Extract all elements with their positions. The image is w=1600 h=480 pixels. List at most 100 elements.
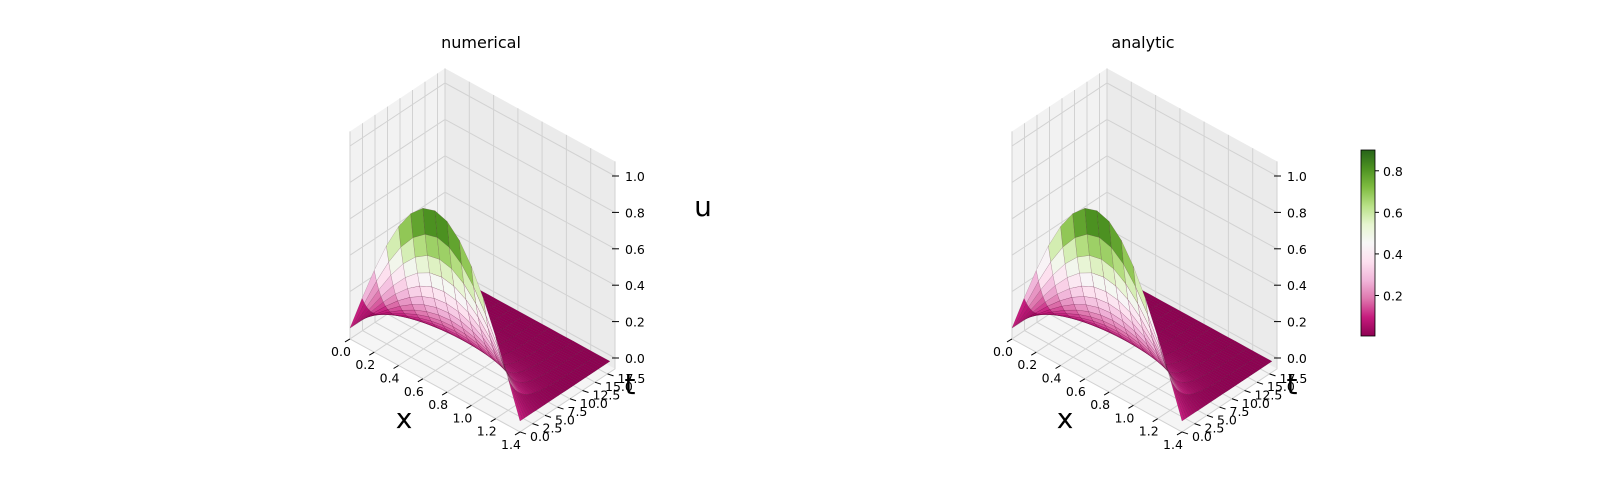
z-tick-label: 0.0 <box>1287 351 1307 366</box>
surface-patch <box>1230 372 1246 381</box>
t-tick-label: 7.5 <box>1230 404 1250 419</box>
surface-patch <box>588 358 604 368</box>
t-tick-label: 10.0 <box>580 396 608 411</box>
surface-patch <box>541 388 557 399</box>
surface-patch <box>590 357 606 367</box>
surface-patch <box>409 296 425 306</box>
gridline <box>349 131 521 433</box>
surface-patch <box>586 360 602 370</box>
pane-back <box>1107 68 1277 369</box>
surface-patch <box>581 363 597 373</box>
surface-patch <box>1223 376 1239 386</box>
t-tick-label: 17.5 <box>618 371 646 386</box>
x-tick-label: 1.4 <box>1163 437 1183 452</box>
gridline <box>374 114 546 416</box>
t-tick <box>557 406 564 410</box>
surface-patch <box>532 392 548 405</box>
x-tick <box>1055 365 1061 369</box>
surface-patch <box>1207 386 1223 396</box>
t-tick-label: 0.0 <box>530 429 550 444</box>
x-tick <box>441 391 448 396</box>
surface-patch <box>592 355 609 365</box>
t-tick <box>569 398 577 402</box>
t-tick <box>532 423 539 427</box>
chart-title-numerical: numerical <box>441 33 521 52</box>
colorbar-gradient <box>1360 149 1376 337</box>
surface-patch <box>1185 393 1201 411</box>
t-tick-label: 12.5 <box>1255 387 1283 402</box>
surface-patch <box>559 377 575 387</box>
x-tick-label: 0.0 <box>331 344 351 359</box>
surface-patch <box>536 390 552 402</box>
plot-numerical: 0.00.20.40.60.81.01.21.40.02.55.07.510.0… <box>331 33 712 452</box>
t-tick-label: 2.5 <box>543 421 563 436</box>
colorbar-tick-label: 0.6 <box>1383 205 1403 220</box>
surface-patch <box>554 380 570 390</box>
surface-patch <box>1227 373 1244 383</box>
gridline <box>1011 131 1183 433</box>
z-tick-label: 0.4 <box>1287 278 1307 293</box>
surface-patch <box>1203 388 1219 399</box>
t-tick <box>544 414 552 418</box>
t-tick <box>1194 423 1201 427</box>
pane-back <box>445 68 615 369</box>
x-tick-label: 0.2 <box>355 357 375 372</box>
surface-patch <box>1245 361 1262 371</box>
gridline <box>362 123 533 425</box>
surface-patch <box>1234 369 1250 378</box>
z-tick-label: 1.0 <box>1287 169 1307 184</box>
surface-patch <box>414 255 430 274</box>
surface <box>349 207 611 422</box>
x-tick <box>369 351 375 356</box>
surface-patch <box>1200 389 1217 401</box>
t-tick <box>607 373 614 377</box>
surface-patch <box>527 393 543 408</box>
t-tick-label: 0.0 <box>1192 429 1212 444</box>
t-axis-label: t <box>625 368 636 401</box>
surface-patch <box>1248 360 1264 370</box>
t-tick-label: 15.0 <box>1267 379 1295 394</box>
t-tick <box>1269 373 1276 377</box>
surface-patch <box>545 386 561 396</box>
z-tick-label: 0.8 <box>1287 205 1307 220</box>
gridline <box>1036 114 1208 416</box>
x-tick-label: 0.6 <box>404 384 424 399</box>
surface-patch <box>529 393 546 407</box>
t-tick-label: 5.0 <box>555 412 575 427</box>
surface-patch <box>1243 363 1259 373</box>
plot-analytic: 0.00.20.40.60.81.01.21.40.02.55.07.510.0… <box>993 33 1307 452</box>
gridline <box>1181 161 1278 433</box>
z-tick-label: 0.4 <box>625 278 645 293</box>
gridline <box>349 82 616 177</box>
colorbar-tick-label: 0.4 <box>1383 247 1403 262</box>
gridline <box>1011 191 1278 286</box>
surface-patch <box>1254 355 1271 365</box>
z-tick-label: 0.2 <box>625 315 645 330</box>
x-tick <box>1079 378 1086 383</box>
t-tick-label: 12.5 <box>593 387 621 402</box>
surface-patch <box>577 366 593 375</box>
z-tick-label: 0.6 <box>625 242 645 257</box>
t-tick <box>582 389 589 393</box>
t-tick-label: 5.0 <box>1217 412 1237 427</box>
t-tick <box>1181 431 1189 435</box>
surface-patch <box>1225 375 1241 384</box>
surface-patch <box>1194 392 1210 405</box>
surface-patch <box>520 393 537 413</box>
surface-patch <box>1176 389 1192 417</box>
t-tick-label: 17.5 <box>1280 371 1308 386</box>
colorbar-tick-label: 0.8 <box>1383 164 1403 179</box>
t-axis-label: t <box>1287 368 1298 401</box>
gridline <box>349 155 616 250</box>
gridline <box>349 191 616 286</box>
surface-patch <box>1072 207 1088 238</box>
t-tick <box>519 431 527 435</box>
surface-patch <box>568 372 584 381</box>
x-tick <box>514 431 521 436</box>
u-axis-label: u <box>694 190 712 223</box>
surface-patch <box>1180 392 1196 414</box>
x-tick-label: 1.0 <box>1114 410 1134 425</box>
surface-patch <box>1212 383 1228 393</box>
surface-patch <box>1257 354 1273 364</box>
